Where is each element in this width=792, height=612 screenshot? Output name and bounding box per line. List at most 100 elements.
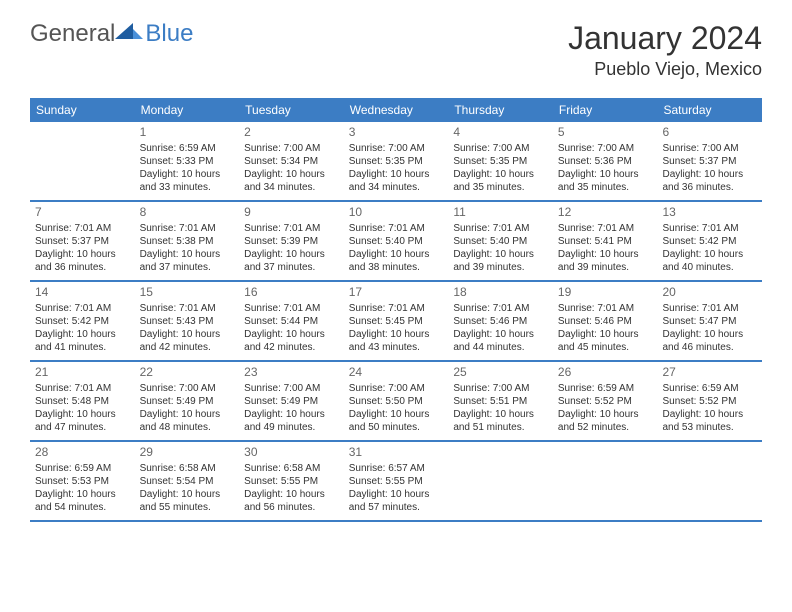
sunset-text: Sunset: 5:35 PM <box>453 155 548 168</box>
sunset-text: Sunset: 5:50 PM <box>349 395 444 408</box>
day-number: 30 <box>244 445 339 461</box>
day-number: 25 <box>453 365 548 381</box>
day-number: 19 <box>558 285 653 301</box>
day-header: Saturday <box>657 98 762 122</box>
sunrise-text: Sunrise: 7:00 AM <box>349 382 444 395</box>
day-number: 3 <box>349 125 444 141</box>
day-number: 5 <box>558 125 653 141</box>
day-number: 23 <box>244 365 339 381</box>
calendar-cell: 24Sunrise: 7:00 AMSunset: 5:50 PMDayligh… <box>344 362 449 440</box>
sunset-text: Sunset: 5:53 PM <box>35 475 130 488</box>
sunset-text: Sunset: 5:43 PM <box>140 315 235 328</box>
day-number: 26 <box>558 365 653 381</box>
sunrise-text: Sunrise: 6:59 AM <box>662 382 757 395</box>
sunrise-text: Sunrise: 7:01 AM <box>349 302 444 315</box>
daylight-text: Daylight: 10 hours and 55 minutes. <box>140 488 235 514</box>
day-number: 1 <box>140 125 235 141</box>
sunrise-text: Sunrise: 7:01 AM <box>140 222 235 235</box>
sunset-text: Sunset: 5:33 PM <box>140 155 235 168</box>
logo: General Blue <box>30 20 193 48</box>
day-number: 29 <box>140 445 235 461</box>
calendar-cell: 27Sunrise: 6:59 AMSunset: 5:52 PMDayligh… <box>657 362 762 440</box>
day-header: Thursday <box>448 98 553 122</box>
day-number: 28 <box>35 445 130 461</box>
daylight-text: Daylight: 10 hours and 33 minutes. <box>140 168 235 194</box>
sunset-text: Sunset: 5:38 PM <box>140 235 235 248</box>
sunset-text: Sunset: 5:40 PM <box>453 235 548 248</box>
month-title: January 2024 <box>568 20 762 57</box>
sunrise-text: Sunrise: 7:01 AM <box>35 382 130 395</box>
calendar-cell <box>553 442 658 520</box>
sunrise-text: Sunrise: 6:59 AM <box>558 382 653 395</box>
sunrise-text: Sunrise: 7:01 AM <box>140 302 235 315</box>
daylight-text: Daylight: 10 hours and 48 minutes. <box>140 408 235 434</box>
day-number: 15 <box>140 285 235 301</box>
daylight-text: Daylight: 10 hours and 35 minutes. <box>453 168 548 194</box>
sunset-text: Sunset: 5:52 PM <box>662 395 757 408</box>
calendar-cell: 30Sunrise: 6:58 AMSunset: 5:55 PMDayligh… <box>239 442 344 520</box>
calendar-cell: 8Sunrise: 7:01 AMSunset: 5:38 PMDaylight… <box>135 202 240 280</box>
sunset-text: Sunset: 5:55 PM <box>244 475 339 488</box>
sunset-text: Sunset: 5:45 PM <box>349 315 444 328</box>
daylight-text: Daylight: 10 hours and 38 minutes. <box>349 248 444 274</box>
daylight-text: Daylight: 10 hours and 36 minutes. <box>662 168 757 194</box>
calendar-cell: 10Sunrise: 7:01 AMSunset: 5:40 PMDayligh… <box>344 202 449 280</box>
calendar-cell: 18Sunrise: 7:01 AMSunset: 5:46 PMDayligh… <box>448 282 553 360</box>
day-number: 22 <box>140 365 235 381</box>
sunrise-text: Sunrise: 6:59 AM <box>140 142 235 155</box>
sunrise-text: Sunrise: 7:00 AM <box>244 142 339 155</box>
calendar-cell: 9Sunrise: 7:01 AMSunset: 5:39 PMDaylight… <box>239 202 344 280</box>
daylight-text: Daylight: 10 hours and 41 minutes. <box>35 328 130 354</box>
sunset-text: Sunset: 5:52 PM <box>558 395 653 408</box>
sunset-text: Sunset: 5:49 PM <box>244 395 339 408</box>
week-row: 1Sunrise: 6:59 AMSunset: 5:33 PMDaylight… <box>30 122 762 202</box>
day-number: 7 <box>35 205 130 221</box>
calendar-cell: 21Sunrise: 7:01 AMSunset: 5:48 PMDayligh… <box>30 362 135 440</box>
sunset-text: Sunset: 5:48 PM <box>35 395 130 408</box>
day-header: Friday <box>553 98 658 122</box>
logo-text-blue: Blue <box>145 20 193 48</box>
sunset-text: Sunset: 5:44 PM <box>244 315 339 328</box>
calendar-cell: 11Sunrise: 7:01 AMSunset: 5:40 PMDayligh… <box>448 202 553 280</box>
calendar-cell: 17Sunrise: 7:01 AMSunset: 5:45 PMDayligh… <box>344 282 449 360</box>
title-block: January 2024 Pueblo Viejo, Mexico <box>568 20 762 80</box>
sunrise-text: Sunrise: 7:00 AM <box>558 142 653 155</box>
sunset-text: Sunset: 5:41 PM <box>558 235 653 248</box>
daylight-text: Daylight: 10 hours and 39 minutes. <box>453 248 548 274</box>
day-number: 9 <box>244 205 339 221</box>
daylight-text: Daylight: 10 hours and 44 minutes. <box>453 328 548 354</box>
calendar-cell: 3Sunrise: 7:00 AMSunset: 5:35 PMDaylight… <box>344 122 449 200</box>
sunset-text: Sunset: 5:51 PM <box>453 395 548 408</box>
calendar-cell: 28Sunrise: 6:59 AMSunset: 5:53 PMDayligh… <box>30 442 135 520</box>
daylight-text: Daylight: 10 hours and 36 minutes. <box>35 248 130 274</box>
logo-text-general: General <box>30 20 115 48</box>
daylight-text: Daylight: 10 hours and 42 minutes. <box>140 328 235 354</box>
daylight-text: Daylight: 10 hours and 35 minutes. <box>558 168 653 194</box>
calendar-cell: 31Sunrise: 6:57 AMSunset: 5:55 PMDayligh… <box>344 442 449 520</box>
day-number: 6 <box>662 125 757 141</box>
sunrise-text: Sunrise: 7:00 AM <box>140 382 235 395</box>
sunrise-text: Sunrise: 7:01 AM <box>35 222 130 235</box>
sunrise-text: Sunrise: 7:00 AM <box>662 142 757 155</box>
sunrise-text: Sunrise: 7:00 AM <box>244 382 339 395</box>
day-number: 4 <box>453 125 548 141</box>
daylight-text: Daylight: 10 hours and 57 minutes. <box>349 488 444 514</box>
sunrise-text: Sunrise: 6:58 AM <box>244 462 339 475</box>
daylight-text: Daylight: 10 hours and 52 minutes. <box>558 408 653 434</box>
sunrise-text: Sunrise: 7:01 AM <box>662 222 757 235</box>
calendar-cell: 6Sunrise: 7:00 AMSunset: 5:37 PMDaylight… <box>657 122 762 200</box>
calendar-cell <box>30 122 135 200</box>
daylight-text: Daylight: 10 hours and 56 minutes. <box>244 488 339 514</box>
daylight-text: Daylight: 10 hours and 53 minutes. <box>662 408 757 434</box>
calendar-cell: 7Sunrise: 7:01 AMSunset: 5:37 PMDaylight… <box>30 202 135 280</box>
sunrise-text: Sunrise: 7:01 AM <box>349 222 444 235</box>
daylight-text: Daylight: 10 hours and 51 minutes. <box>453 408 548 434</box>
calendar-cell: 13Sunrise: 7:01 AMSunset: 5:42 PMDayligh… <box>657 202 762 280</box>
sunset-text: Sunset: 5:46 PM <box>558 315 653 328</box>
sunrise-text: Sunrise: 7:01 AM <box>244 302 339 315</box>
daylight-text: Daylight: 10 hours and 37 minutes. <box>244 248 339 274</box>
sunrise-text: Sunrise: 7:01 AM <box>453 222 548 235</box>
sunset-text: Sunset: 5:54 PM <box>140 475 235 488</box>
sunrise-text: Sunrise: 7:01 AM <box>558 302 653 315</box>
calendar-cell: 19Sunrise: 7:01 AMSunset: 5:46 PMDayligh… <box>553 282 658 360</box>
